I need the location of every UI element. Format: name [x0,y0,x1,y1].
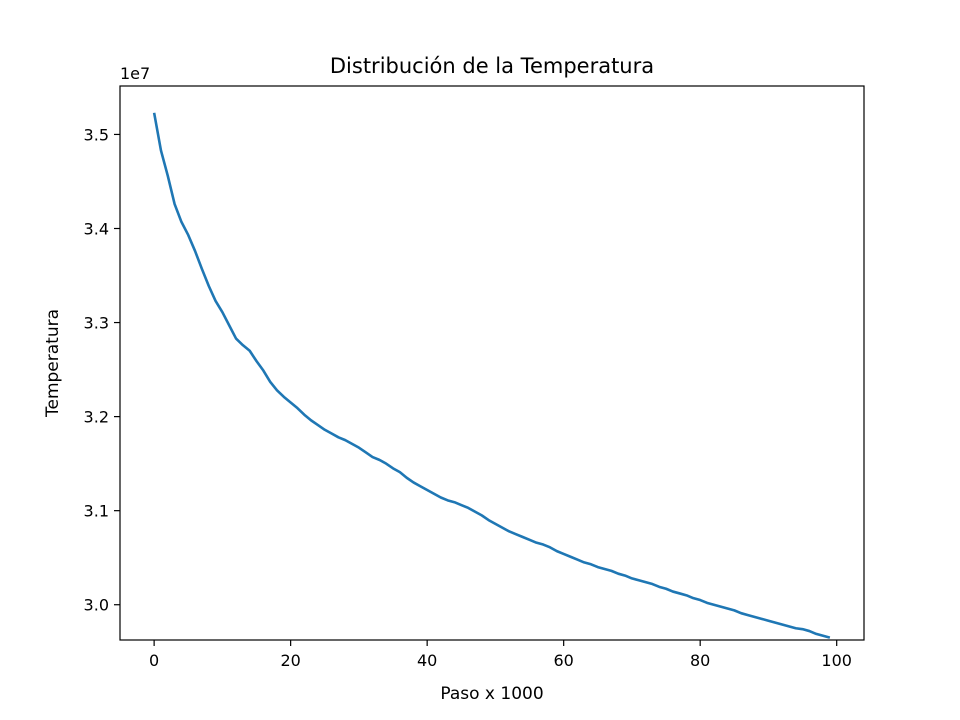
x-tick-label: 40 [417,651,437,670]
x-tick-label: 0 [149,651,159,670]
axes-frame [119,85,865,641]
y-tick-label: 3.4 [84,219,109,238]
x-tick-label: 80 [690,651,710,670]
y-axis-offset-label: 1e7 [120,64,150,83]
plot-area [152,112,831,639]
x-tick-label: 100 [821,651,852,670]
series-line-0 [152,112,831,639]
x-tick-label: 20 [280,651,300,670]
x-axis: 0 20 40 60 80 100 [149,640,852,670]
y-tick-label: 3.3 [84,314,109,333]
y-tick-label: 3.1 [84,502,109,521]
y-axis: 3.0 3.1 3.2 3.3 3.4 3.5 [84,125,120,615]
x-axis-label: Paso x 1000 [440,684,543,704]
y-tick-label: 3.2 [84,408,109,427]
y-axis-label: Temperatura [43,309,63,418]
chart-title: Distribución de la Temperatura [330,54,654,78]
y-tick-label: 3.0 [84,596,109,615]
x-tick-label: 60 [553,651,573,670]
y-tick-label: 3.5 [84,125,109,144]
